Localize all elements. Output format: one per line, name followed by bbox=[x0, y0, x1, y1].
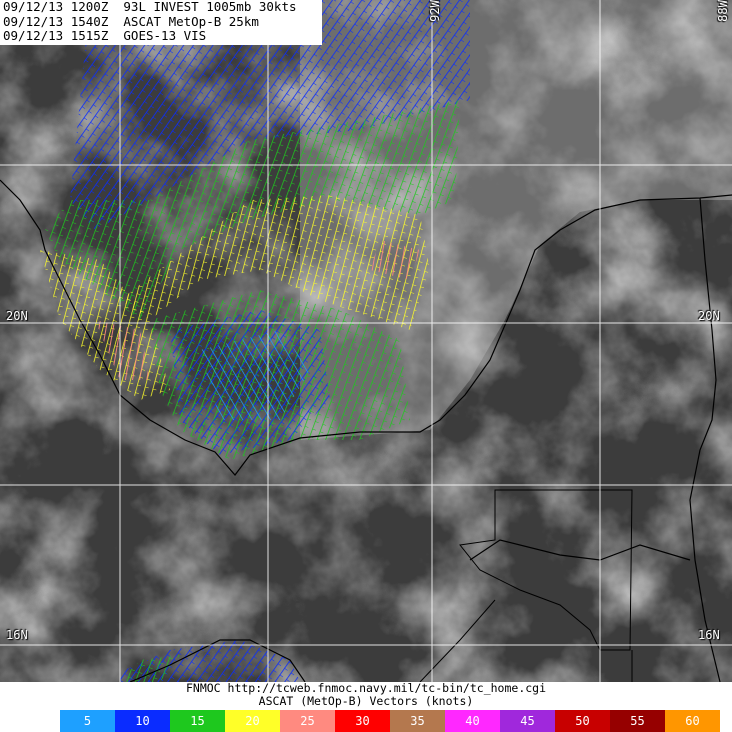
latitude-label: 20N bbox=[6, 309, 28, 323]
header-line: 09/12/13 1515Z GOES-13 VIS bbox=[3, 28, 207, 43]
legend-swatch: 30 bbox=[335, 710, 390, 732]
legend: 5 10 15 20 25 30 35 40 45 50 55 60 bbox=[0, 710, 732, 732]
longitude-label: 88W bbox=[715, 0, 730, 22]
coastlines bbox=[0, 179, 732, 682]
legend-swatch: 10 bbox=[115, 710, 170, 732]
legend-swatch: 35 bbox=[390, 710, 445, 732]
latitude-label: 20N bbox=[698, 309, 720, 323]
legend-swatch: 55 bbox=[610, 710, 665, 732]
legend-swatch: 15 bbox=[170, 710, 225, 732]
barbs-25kt-east bbox=[370, 240, 420, 280]
longitude-label: 92W bbox=[427, 0, 442, 22]
barbs-25kt bbox=[95, 320, 150, 380]
barbs-10kt bbox=[70, 0, 470, 230]
latitude-label: 16N bbox=[698, 628, 720, 642]
header: 09/12/13 1200Z 93L INVEST 1005mb 30kts 0… bbox=[0, 0, 322, 45]
header-line: 09/12/13 1540Z ASCAT MetOp-B 25km bbox=[3, 13, 259, 29]
legend-swatch: 40 bbox=[445, 710, 500, 732]
footer: FNMOC http://tcweb.fnmoc.navy.mil/tc-bin… bbox=[0, 682, 732, 710]
barbs-20kt bbox=[120, 195, 430, 330]
legend-swatch: 5 bbox=[60, 710, 115, 732]
barbs-15kt-bottom bbox=[120, 655, 180, 682]
borders bbox=[419, 489, 633, 682]
legend-swatch: 60 bbox=[665, 710, 720, 732]
barbs-5kt bbox=[200, 330, 310, 420]
legend-swatch: 25 bbox=[280, 710, 335, 732]
latitude-label: 16N bbox=[6, 628, 28, 642]
graticule bbox=[0, 0, 732, 682]
satellite-map bbox=[0, 0, 732, 682]
footer-source: FNMOC http://tcweb.fnmoc.navy.mil/tc-bin… bbox=[185, 681, 547, 695]
legend-title: ASCAT (MetOp-B) Vectors (knots) bbox=[258, 694, 474, 708]
legend-swatch: 50 bbox=[555, 710, 610, 732]
header-line: 09/12/13 1200Z 93L INVEST 1005mb 30kts bbox=[3, 0, 297, 14]
legend-swatch: 20 bbox=[225, 710, 280, 732]
legend-swatch: 45 bbox=[500, 710, 555, 732]
